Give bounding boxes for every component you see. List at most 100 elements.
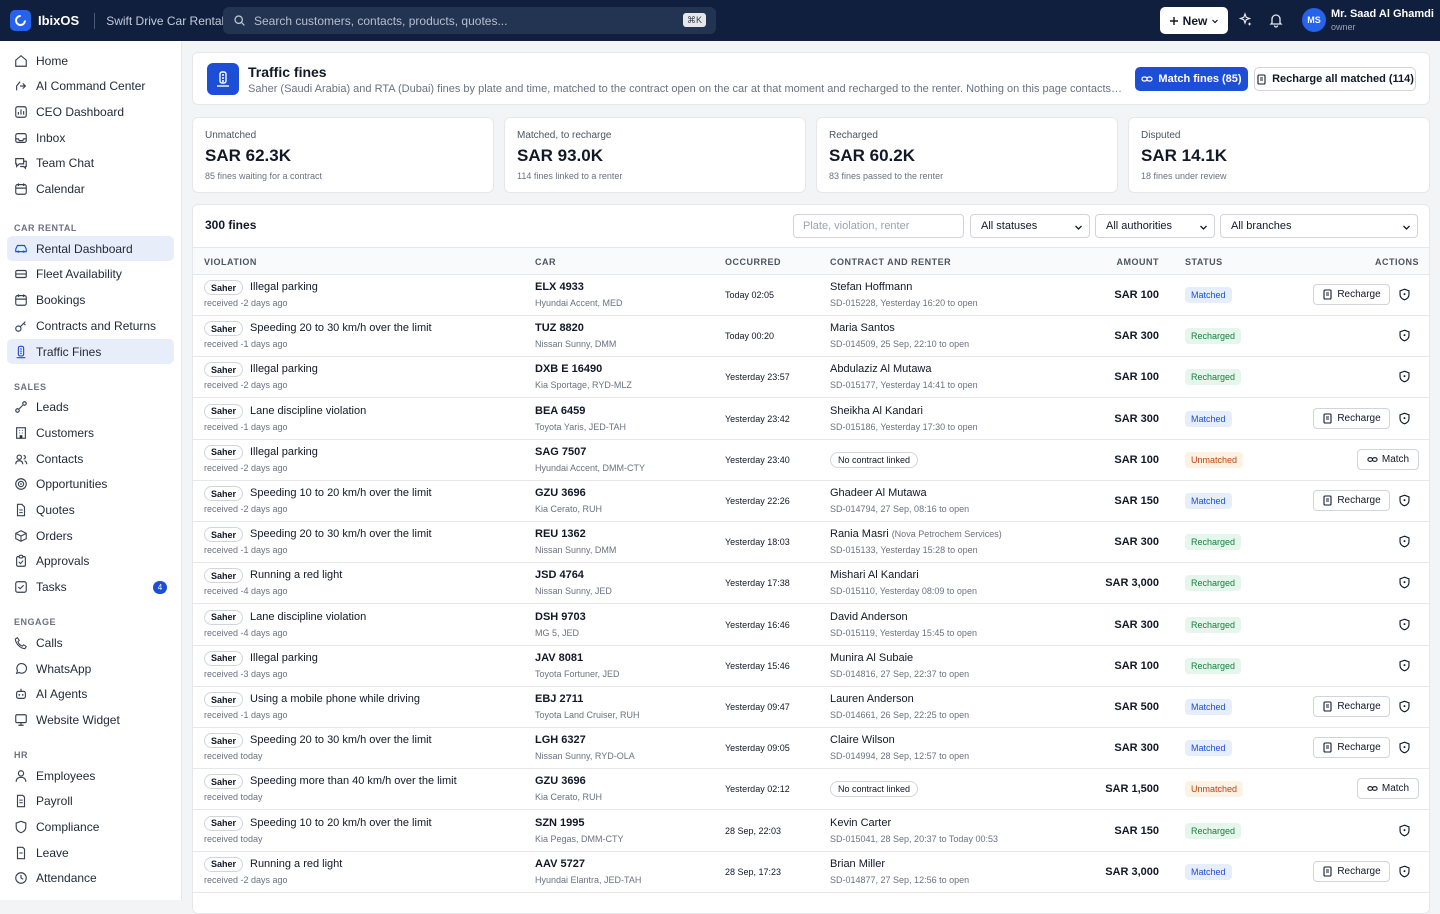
contract-info[interactable]: SD-014509, 25 Sep, 22:10 to open <box>830 339 970 350</box>
sidebar-item-calendar[interactable]: Calendar <box>7 177 174 202</box>
sparkles-icon[interactable] <box>1237 12 1253 28</box>
user-name[interactable]: Mr. Saad Al Ghamdi <box>1331 8 1434 20</box>
avatar[interactable]: MS <box>1302 8 1326 32</box>
renter-name[interactable]: Maria Santos <box>830 322 895 334</box>
contract-info[interactable]: SD-014661, 26 Sep, 22:25 to open <box>830 710 970 720</box>
dispute-shield-icon[interactable] <box>1398 700 1411 713</box>
renter-name[interactable]: David Anderson <box>830 611 908 623</box>
new-button[interactable]: New <box>1160 7 1228 34</box>
sidebar-item-approvals[interactable]: Approvals <box>7 549 174 574</box>
sidebar-item-quotes[interactable]: Quotes <box>7 498 174 523</box>
table-row[interactable]: Saher Running a red light received -4 days… <box>193 563 1429 605</box>
contract-info[interactable]: SD-014877, 27 Sep, 12:56 to open <box>830 874 970 885</box>
fines-filter-input[interactable] <box>793 214 964 238</box>
dispute-shield-icon[interactable] <box>1398 824 1411 837</box>
table-row[interactable]: Saher Speeding 10 to 20 km/h over the lim… <box>193 481 1429 522</box>
global-search[interactable]: ⌘K <box>223 7 716 34</box>
col-violation[interactable]: VIOLATION <box>204 257 257 267</box>
table-row[interactable]: Saher Using a mobile phone while driving r… <box>193 687 1429 728</box>
dispute-shield-icon[interactable] <box>1398 865 1411 878</box>
sidebar-item-compliance[interactable]: Compliance <box>7 815 174 840</box>
sidebar-item-ai-agents[interactable]: AI Agents <box>7 682 174 707</box>
table-row[interactable]: Saher Lane discipline violation received -… <box>193 605 1429 646</box>
table-row[interactable]: Saher Illegal parking received -2 days ago… <box>193 275 1429 316</box>
col-car[interactable]: CAR <box>535 257 556 267</box>
branch-filter-select[interactable]: All branches <box>1220 214 1418 238</box>
renter-name[interactable]: Lauren Anderson <box>830 693 914 705</box>
table-row[interactable]: Saher Speeding 20 to 30 km/h over the lim… <box>193 728 1429 770</box>
renter-name[interactable]: Munira Al Subaie <box>830 652 913 664</box>
recharge-button[interactable]: Recharge <box>1313 490 1390 511</box>
match-fines-button[interactable]: Match fines (85) <box>1135 67 1248 91</box>
dispute-shield-icon[interactable] <box>1398 535 1411 548</box>
col-occurred[interactable]: OCCURRED <box>725 257 782 267</box>
sidebar-item-home[interactable]: Home <box>7 48 174 73</box>
sidebar-item-payroll[interactable]: Payroll <box>7 789 174 814</box>
recharge-button[interactable]: Recharge <box>1313 284 1390 305</box>
sidebar-item-ceo-dashboard[interactable]: CEO Dashboard <box>7 99 174 124</box>
sidebar-item-traffic-fines[interactable]: Traffic Fines <box>7 339 174 364</box>
table-row[interactable]: Saher Illegal parking received -2 days ago… <box>193 440 1429 481</box>
recharge-button[interactable]: Recharge <box>1313 737 1390 759</box>
contract-info[interactable]: SD-015110, Yesterday 08:09 to open <box>830 586 977 597</box>
dispute-shield-icon[interactable] <box>1398 576 1411 589</box>
sidebar-item-fleet-availability[interactable]: Fleet Availability <box>7 262 174 287</box>
bell-icon[interactable] <box>1268 12 1284 28</box>
contract-info[interactable]: SD-015177, Yesterday 14:41 to open <box>830 380 978 391</box>
table-row[interactable]: Saher Speeding more than 40 km/h over the… <box>193 769 1429 811</box>
contract-info[interactable]: SD-015119, Yesterday 15:45 to open <box>830 627 977 638</box>
sidebar-item-website-widget[interactable]: Website Widget <box>7 707 174 732</box>
search-input[interactable] <box>254 13 674 28</box>
recharge-button[interactable]: Recharge <box>1313 696 1390 717</box>
table-row[interactable]: Saher Lane discipline violation received -… <box>193 399 1429 440</box>
contract-info[interactable]: SD-014816, 27 Sep, 22:37 to open <box>830 668 970 679</box>
dispute-shield-icon[interactable] <box>1398 494 1411 507</box>
col-amount[interactable]: AMOUNT <box>1116 257 1159 267</box>
dispute-shield-icon[interactable] <box>1398 288 1411 301</box>
sidebar-item-contacts[interactable]: Contacts <box>7 446 174 471</box>
sidebar-item-tasks[interactable]: Tasks 4 <box>7 575 174 600</box>
renter-name[interactable]: Mishari Al Kandari <box>830 569 919 581</box>
dispute-shield-icon[interactable] <box>1398 618 1411 631</box>
table-row[interactable]: Saher Illegal parking received -2 days ago… <box>193 357 1429 399</box>
renter-name[interactable]: Abdulaziz Al Mutawa <box>830 363 932 375</box>
sidebar-item-ai-command-center[interactable]: AI Command Center <box>7 74 174 99</box>
sidebar-item-leads[interactable]: Leads <box>7 395 174 420</box>
contract-info[interactable]: SD-015228, Yesterday 16:20 to open <box>830 298 978 308</box>
renter-name[interactable]: Sheikha Al Kandari <box>830 405 923 417</box>
dispute-shield-icon[interactable] <box>1398 412 1411 425</box>
dispute-shield-icon[interactable] <box>1398 659 1411 672</box>
col-status[interactable]: STATUS <box>1185 257 1223 267</box>
sidebar-item-orders[interactable]: Orders <box>7 523 174 548</box>
sidebar-item-leave[interactable]: Leave <box>7 840 174 865</box>
table-row[interactable]: Saher Illegal parking received -3 days ago… <box>193 646 1429 687</box>
contract-info[interactable]: SD-015186, Yesterday 17:30 to open <box>830 421 978 432</box>
sidebar-item-calls[interactable]: Calls <box>7 630 174 655</box>
contract-info[interactable]: SD-014994, 28 Sep, 12:57 to open <box>830 751 970 762</box>
sidebar-item-opportunities[interactable]: Opportunities <box>7 472 174 497</box>
recharge-all-button[interactable]: Recharge all matched (114) <box>1254 67 1416 91</box>
table-row[interactable]: Saher Running a red light received -2 days… <box>193 852 1429 893</box>
dispute-shield-icon[interactable] <box>1398 741 1411 754</box>
recharge-button[interactable]: Recharge <box>1313 860 1390 882</box>
renter-name[interactable]: Ghadeer Al Mutawa <box>830 487 927 499</box>
sidebar-item-customers[interactable]: Customers <box>7 420 174 445</box>
renter-name[interactable]: Kevin Carter <box>830 817 891 829</box>
sidebar-item-bookings[interactable]: Bookings <box>7 288 174 313</box>
app-logo[interactable]: IbixOS <box>10 10 79 31</box>
recharge-button[interactable]: Recharge <box>1313 407 1390 429</box>
sidebar-item-rental-dashboard[interactable]: Rental Dashboard <box>7 236 174 262</box>
renter-name[interactable]: Stefan Hoffmann <box>830 281 912 293</box>
sidebar-item-contracts-and-returns[interactable]: Contracts and Returns <box>7 313 174 338</box>
contract-info[interactable]: SD-015133, Yesterday 15:28 to open <box>830 545 978 556</box>
table-row[interactable]: Saher Speeding 20 to 30 km/h over the lim… <box>193 316 1429 358</box>
renter-name[interactable]: Rania Masri (Nova Petrochem Services) <box>830 528 1002 540</box>
renter-name[interactable]: Brian Miller <box>830 858 885 870</box>
table-row[interactable]: Saher Speeding 10 to 20 km/h over the lim… <box>193 811 1429 852</box>
authority-filter-select[interactable]: All authorities <box>1095 214 1215 238</box>
sidebar-item-whatsapp[interactable]: WhatsApp <box>7 656 174 681</box>
sidebar-item-team-chat[interactable]: Team Chat <box>7 151 174 176</box>
status-filter-select[interactable]: All statuses <box>970 214 1090 238</box>
contract-info[interactable]: SD-014794, 27 Sep, 08:16 to open <box>830 504 970 514</box>
match-button[interactable]: Match <box>1357 778 1419 800</box>
